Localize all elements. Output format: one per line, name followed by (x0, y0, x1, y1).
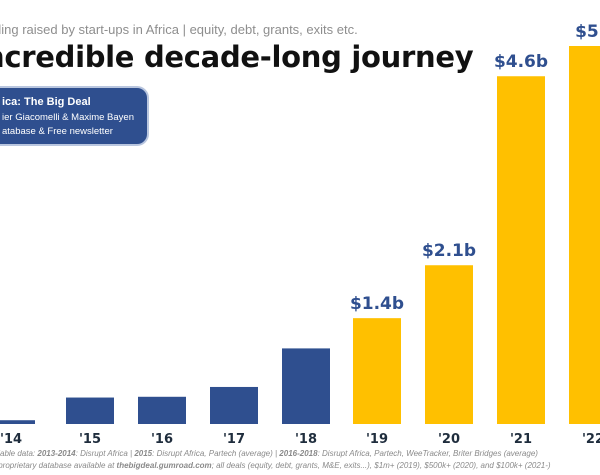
bar-20 (425, 265, 473, 424)
x-tick-label: '18 (295, 432, 317, 447)
source-badge: ica: The Big Deal ier Giacomelli & Maxim… (0, 86, 149, 146)
footnote-segment: 2016-2018 (279, 449, 318, 458)
badge-authors: ier Giacomelli & Maxime Bayen (2, 112, 134, 123)
data-label: $5b (575, 22, 600, 42)
bar-16 (138, 396, 186, 424)
x-tick-label: '21 (510, 432, 532, 447)
badge-tagline: atabase & Free newsletter (2, 126, 113, 137)
bar-18 (282, 348, 330, 424)
data-label: $2.1b (422, 241, 476, 261)
x-tick-label: '22 (582, 432, 600, 447)
bar-19 (353, 318, 401, 424)
x-tick-label: '17 (223, 432, 245, 447)
data-label: $1.4b (350, 294, 404, 314)
chart-title: ncredible decade-long journey (0, 40, 474, 74)
bar-15 (66, 397, 114, 424)
footnote-segment: : Disrupt Africa, Partech (average) | (152, 449, 280, 458)
chart-subtitle: ding raised by start-ups in Africa | equ… (0, 22, 358, 37)
footnote-methodology: s proprietary database available at theb… (0, 461, 551, 470)
x-tick-label: '15 (79, 432, 101, 447)
bar-17 (210, 386, 258, 424)
footnote-segment: thebigdeal.gumroad.com (116, 461, 212, 470)
footnote-segment: 2015 (134, 449, 153, 458)
footnote-segment: s proprietary database available at (0, 461, 117, 470)
footnote-segment: : Disrupt Africa, Partech, WeeTracker, B… (317, 449, 538, 458)
x-tick-label: '19 (366, 432, 388, 447)
badge-title: ica: The Big Deal (2, 96, 91, 108)
data-label: $4.6b (494, 52, 548, 72)
footnote-segment: 2013-2014 (37, 449, 76, 458)
footnote-segment: ailable data: (0, 449, 36, 458)
bar-21 (497, 76, 545, 425)
x-tick-label: '20 (438, 432, 460, 447)
x-tick-label: '14 (0, 432, 22, 447)
footnote-segment: ; all deals (equity, debt, grants, M&E, … (211, 461, 551, 470)
bar-14 (0, 420, 35, 424)
footnote-sources: ailable data: 2013-2014: Disrupt Africa … (0, 449, 538, 458)
footnote-segment: : Disrupt Africa | (75, 449, 135, 458)
bar-22 (569, 46, 600, 424)
x-tick-label: '16 (151, 432, 173, 447)
